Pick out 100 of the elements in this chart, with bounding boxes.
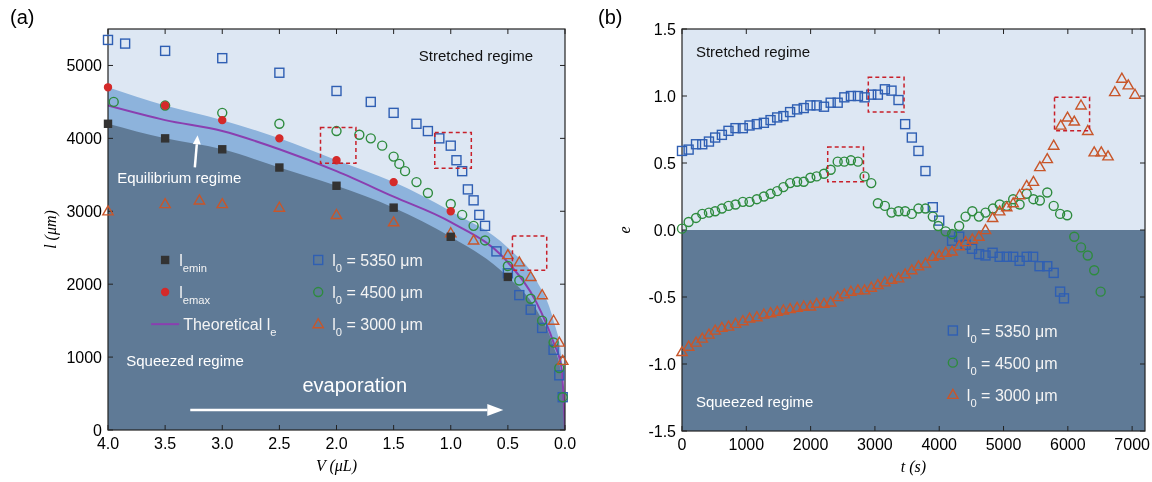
point [765,114,776,126]
point [744,120,755,131]
point [354,129,365,140]
point [218,145,227,154]
point [159,197,171,209]
point [331,125,342,137]
x-tick-label: 5000 [985,436,1022,453]
point [108,96,119,108]
point [1058,293,1070,304]
x-tick-label: 4000 [921,436,958,453]
x-tick-label: 1.0 [439,435,462,452]
point [446,232,455,241]
point [330,208,343,220]
point [491,246,502,257]
legend-label: Theoretical l$_{e}$ [183,316,277,339]
point [1027,251,1039,262]
point [422,187,434,199]
point [502,268,514,279]
x-tick-label: 2.5 [268,435,291,452]
point [791,104,803,115]
point [893,94,904,106]
point [913,145,924,157]
point [536,315,548,326]
y-tick-label: 3000 [66,203,103,221]
legend-label: l$_{0}$ = 4500 μm [966,354,1058,377]
x-tick-label: 6000 [1050,436,1086,453]
point [771,112,783,123]
point [839,92,850,103]
point [422,125,434,137]
point [899,118,911,130]
point [468,220,479,232]
point [479,220,491,232]
y-tick-label: 1000 [66,349,103,367]
y-axis-title: e [616,226,633,234]
point [119,38,131,49]
point [102,34,114,46]
x-tick-label: 3000 [857,436,893,453]
point [525,293,536,304]
point [994,251,1005,262]
point [1007,251,1019,262]
point [525,304,536,315]
point [859,92,870,103]
legend-label: l$_{0}$ = 3000 μm [966,386,1058,409]
point [1014,255,1025,267]
point [331,85,342,97]
point [852,90,864,102]
point [389,177,398,187]
point [1048,267,1059,279]
point [451,155,462,166]
point [446,207,455,216]
y-tick-label: -1.0 [648,356,677,373]
point [927,202,938,213]
y-tick-label: 5000 [66,57,103,75]
legend-label: l$_{0}$ = 4500 μm [332,284,423,307]
point [778,110,789,122]
point [217,52,228,64]
point [690,139,702,150]
point [273,201,286,212]
point [554,362,565,374]
point [751,118,763,130]
point [524,270,537,282]
point [832,97,843,108]
point [513,256,526,267]
point [479,235,491,246]
y-tick-label: 4000 [66,130,103,148]
point [987,247,998,258]
point [556,354,569,366]
point [554,370,565,381]
point [737,122,749,134]
point [411,118,422,129]
point [1054,286,1066,297]
point [1034,260,1045,272]
annotation: Squeezed regime [695,392,814,410]
point [811,100,822,111]
point [103,119,113,128]
point [445,198,456,210]
point [536,289,549,300]
point [332,181,341,190]
point [798,102,809,114]
y-tick-label: 1.5 [653,21,677,38]
point [444,227,457,238]
point [703,136,715,147]
point [275,163,284,172]
y-tick-label: -1.5 [648,423,677,440]
point [1042,260,1053,272]
point [845,90,857,102]
y-tick-label: 1.0 [653,88,677,105]
legend-label: l$_{emin}$ [179,251,207,274]
annotation: evaporation [302,373,408,396]
x-tick-label: 0.0 [553,435,577,452]
point [906,132,918,143]
x-tick-label: 0.5 [496,435,520,452]
point [411,176,422,188]
point [697,139,708,150]
x-tick-label: 3.0 [211,435,234,452]
point [548,344,559,355]
point [553,336,566,347]
point [365,96,376,108]
point [716,129,728,141]
x-axis-title: V (μL) [315,457,358,475]
